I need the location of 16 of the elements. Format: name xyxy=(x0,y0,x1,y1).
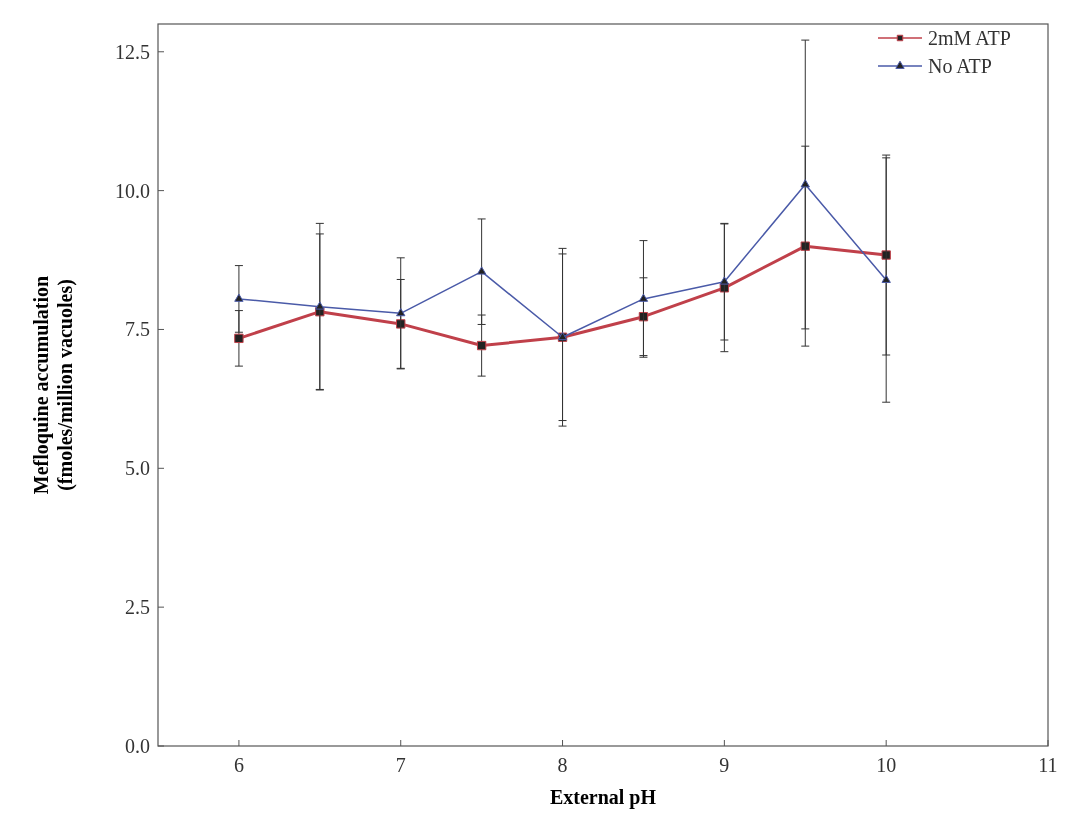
x-tick-label: 7 xyxy=(395,754,406,776)
x-tick-label: 11 xyxy=(1038,754,1058,776)
x-tick-label: 9 xyxy=(719,754,730,776)
y-tick-label: 12.5 xyxy=(115,40,150,63)
x-tick-label: 6 xyxy=(233,754,244,776)
y-tick-label: 5.0 xyxy=(125,457,150,480)
y-tick-label: 0.0 xyxy=(125,735,150,757)
x-tick-label: 8 xyxy=(557,754,568,776)
y-tick-label: 7.5 xyxy=(125,318,150,341)
legend-label: 2mM ATP xyxy=(928,27,1011,49)
x-axis-title: External pH xyxy=(549,786,657,809)
y-tick-label: 2.5 xyxy=(125,596,150,619)
legend-label: No ATP xyxy=(928,55,992,77)
y-axis-title: Mefloquine accumulation (fmoles/million vacuoles) xyxy=(30,275,77,495)
y-tick-label: 10.0 xyxy=(115,179,150,202)
x-tick-label: 10 xyxy=(876,754,897,776)
